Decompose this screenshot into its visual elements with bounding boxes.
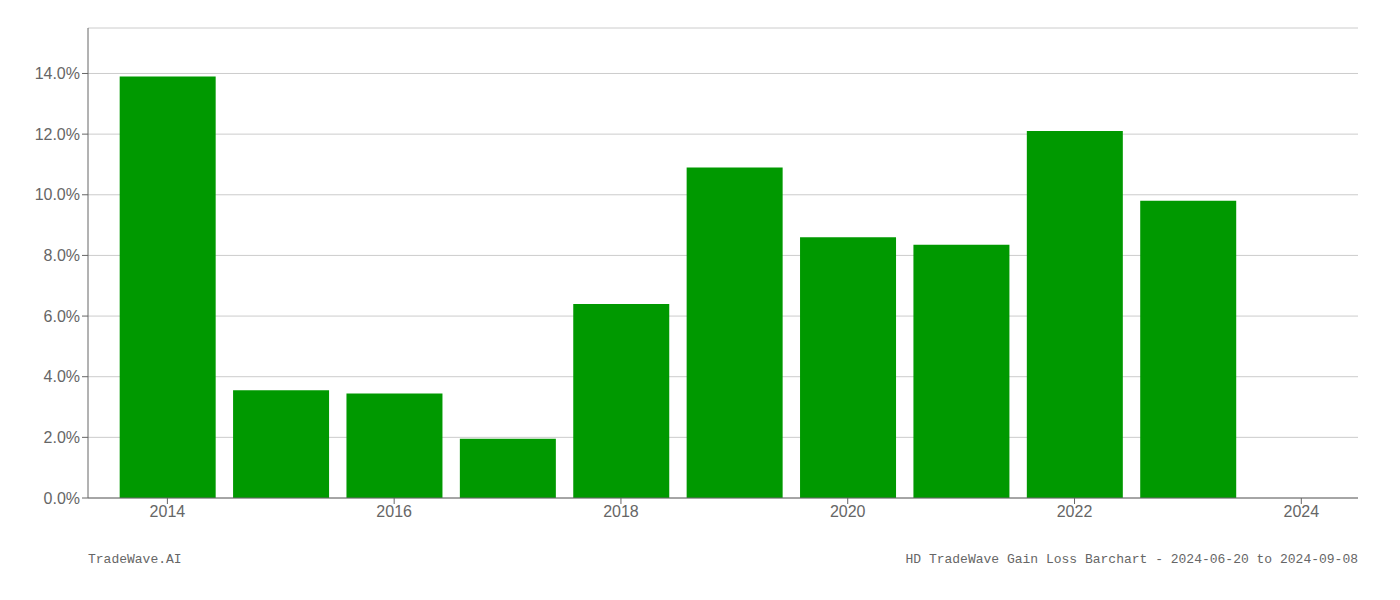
svg-text:8.0%: 8.0% [44,247,80,264]
html-text:HD TradeWave Gain Loss Barchar: HD TradeWave Gain Loss Barchart - 2024-0… [905,552,1358,567]
svg-text:2016: 2016 [376,503,412,520]
svg-text:14.0%: 14.0% [35,65,80,82]
svg-text:2018: 2018 [603,503,639,520]
svg-text:2020: 2020 [830,503,866,520]
svg-text:2014: 2014 [150,503,186,520]
svg-text:6.0%: 6.0% [44,308,80,325]
html-text:TradeWave.AI: TradeWave.AI [88,552,182,567]
svg-text:2022: 2022 [1057,503,1093,520]
svg-text:2024: 2024 [1284,503,1320,520]
svg-text:12.0%: 12.0% [35,126,80,143]
svg-text:4.0%: 4.0% [44,368,80,385]
svg-text:2.0%: 2.0% [44,429,80,446]
svg-text:10.0%: 10.0% [35,186,80,203]
svg-text:0.0%: 0.0% [44,490,80,507]
